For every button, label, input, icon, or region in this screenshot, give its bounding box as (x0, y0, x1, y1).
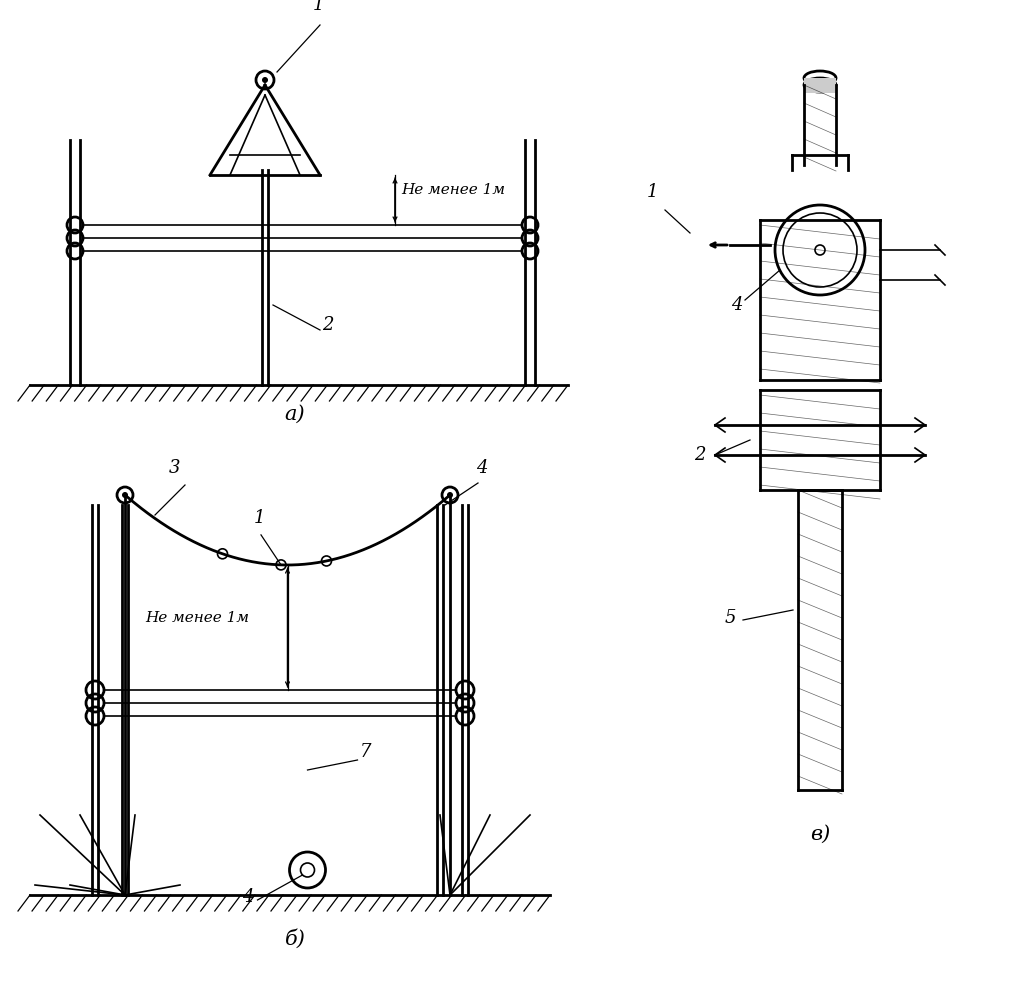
Text: Не менее 1м: Не менее 1м (401, 183, 505, 197)
Text: 4: 4 (242, 888, 253, 906)
Text: 2: 2 (694, 446, 706, 464)
Text: 4: 4 (731, 296, 742, 314)
Text: 1: 1 (312, 0, 324, 14)
Text: 5: 5 (724, 609, 736, 627)
Text: в): в) (810, 825, 830, 844)
Circle shape (121, 492, 128, 498)
Circle shape (447, 492, 453, 498)
Text: б): б) (285, 929, 305, 949)
Text: 3: 3 (169, 459, 181, 477)
Text: Не менее 1м: Не менее 1м (145, 612, 249, 626)
Text: 7: 7 (359, 743, 371, 761)
Text: а): а) (285, 405, 305, 424)
Bar (804, 78, 836, 93)
Text: 2: 2 (322, 316, 334, 334)
Text: 1: 1 (646, 183, 658, 201)
Circle shape (262, 77, 268, 83)
Text: 1: 1 (253, 509, 264, 527)
Text: 4: 4 (476, 459, 488, 477)
